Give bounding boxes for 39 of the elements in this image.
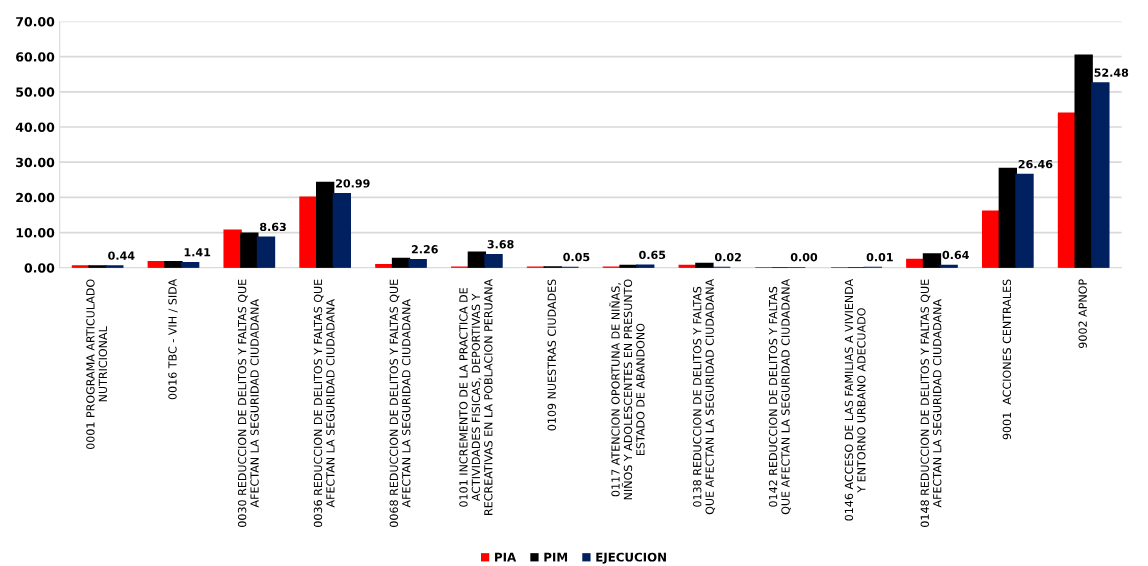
data-label: 1.41 [184, 248, 211, 257]
x-tick-label: 0117 ATENCION OPORTUNA DE NIÑAS, NIÑOS Y ADOLESCENTES EN PRESUNTO ESTADO DE ABANDONO [609, 279, 645, 500]
x-tick-label: 0148 REDUCCION DE DELITOS Y FALTAS QUE AFECTAN LA SEGURIDAD CIUDADANA [920, 279, 942, 527]
x-tick-label: 0109 NUESTRAS CIUDADES [547, 279, 556, 431]
y-tick-label: 70.00 [16, 16, 55, 27]
data-label: 0.02 [714, 252, 741, 262]
data-label: 52.48 [1094, 68, 1129, 77]
data-label: 0.44 [108, 251, 135, 260]
y-tick-label: 0.00 [24, 263, 55, 273]
x-tick-label: 0016 TBC - VIH / SIDA [168, 278, 178, 400]
data-label: 0.01 [866, 252, 893, 262]
legend-label: PIA [495, 552, 517, 562]
data-label: 20.99 [336, 179, 370, 188]
y-tick-label: 50.00 [16, 87, 55, 97]
y-tick-label: 40.00 [15, 122, 55, 132]
data-label: 8.63 [260, 222, 286, 232]
x-tick-label: 0101 INCREMENTO DE LA PRACTICA DE ACTIVIDADES FISICAS, DEPORTIVAS Y RECREATIVAS EN LA POBLACION PERUANA [459, 278, 493, 515]
data-label: 0.05 [563, 252, 590, 262]
x-tick-label: 0030 REDUCCION DE DELITOS Y FALTAS QUE AFECTAN LA SEGURIDAD CIUDADANA [237, 279, 259, 527]
x-tick-label: 0068 REDUCCION DE DELITOS Y FALTAS QUE AFECTAN LA SEGURIDAD CIUDADANA [389, 279, 411, 527]
data-label: 0.64 [942, 250, 969, 260]
data-label: 26.46 [1018, 159, 1053, 169]
data-label: 0.65 [639, 250, 666, 260]
data-label: 2.26 [411, 245, 438, 254]
data-label: 0.00 [790, 252, 818, 262]
x-tick-label: 9002 APNOP [1078, 279, 1087, 348]
y-tick-label: 20.00 [16, 192, 55, 203]
x-tick-label: 0001 PROGRAMA ARTICULADO NUTRICIONAL [86, 279, 108, 450]
x-tick-label: 0146 ACCESO DE LAS FAMILIAS A VIVIENDA Y ENTORNO URBANO ADECUADO [844, 278, 866, 521]
y-tick-label: 60.00 [16, 52, 55, 62]
x-tick-label: 0138 REDUCCION DE DELITOS Y FALTAS QUE AFECTAN LA SEGURIDAD CIUDADANA [693, 278, 716, 515]
x-tick-label: 0036 REDUCCION DE DELITOS Y FALTAS QUE AFECTAN LA SEGURIDAD CIUDADANA [313, 279, 335, 527]
legend-label: PIM [544, 552, 568, 562]
legend-label: EJECUCION [596, 552, 666, 564]
data-label: 3.68 [487, 240, 514, 249]
x-tick-label: 9001 ACCIONES CENTRALES [1002, 279, 1012, 440]
y-tick-label: 30.00 [16, 157, 55, 168]
y-tick-label: 10.00 [16, 228, 55, 238]
x-tick-label: 0142 REDUCCION DE DELITOS Y FALTAS QUE AFECTAN LA SEGURIDAD CIUDADANA [768, 278, 791, 515]
